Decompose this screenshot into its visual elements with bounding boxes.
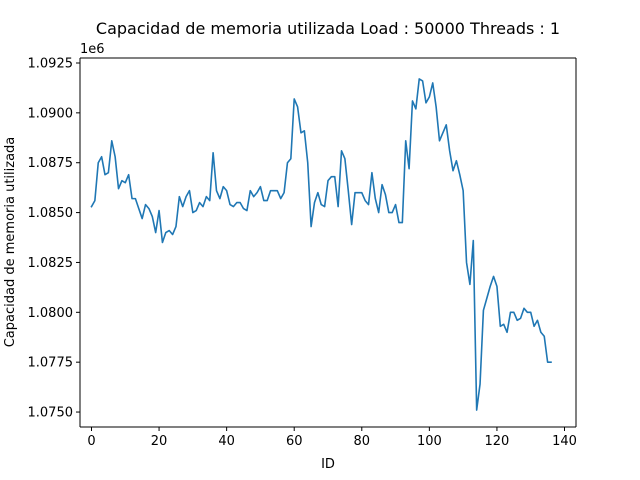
chart-title: Capacidad de memoria utilizada Load : 50… bbox=[96, 19, 560, 38]
y-tick-label: 1.0825 bbox=[28, 256, 74, 271]
x-tick-label: 0 bbox=[87, 434, 95, 449]
x-tick-label: 140 bbox=[552, 434, 577, 449]
x-axis-ticks: 0 20 40 60 80 100 120 140 bbox=[87, 427, 577, 449]
y-tick-label: 1.0800 bbox=[28, 306, 74, 321]
y-tick-label: 1.0925 bbox=[28, 56, 74, 71]
series-line-memoria bbox=[90, 78, 552, 411]
y-tick-label: 1.0875 bbox=[28, 156, 74, 171]
y-axis-label: Capacidad de memoria utilizada bbox=[3, 137, 18, 348]
plot-area bbox=[80, 58, 576, 427]
x-tick-label: 80 bbox=[354, 434, 371, 449]
y-axis-ticks: 1.0750 1.0775 1.0800 1.0825 1.0850 1.0875 1.09… bbox=[28, 56, 80, 421]
axes-spines bbox=[79, 57, 577, 428]
x-tick-label: 20 bbox=[151, 434, 168, 449]
x-tick-label: 40 bbox=[218, 434, 235, 449]
x-tick-label: 60 bbox=[286, 434, 303, 449]
y-tick-label: 1.0850 bbox=[28, 206, 74, 221]
x-axis-label: ID bbox=[321, 457, 335, 472]
y-axis-offset-label: 1e6 bbox=[80, 42, 105, 57]
y-tick-label: 1.0775 bbox=[28, 356, 74, 371]
y-tick-label: 1.0750 bbox=[28, 406, 74, 421]
y-tick-label: 1.0900 bbox=[28, 106, 74, 121]
series-layer bbox=[90, 78, 552, 411]
x-tick-label: 120 bbox=[485, 434, 510, 449]
x-tick-label: 100 bbox=[417, 434, 442, 449]
